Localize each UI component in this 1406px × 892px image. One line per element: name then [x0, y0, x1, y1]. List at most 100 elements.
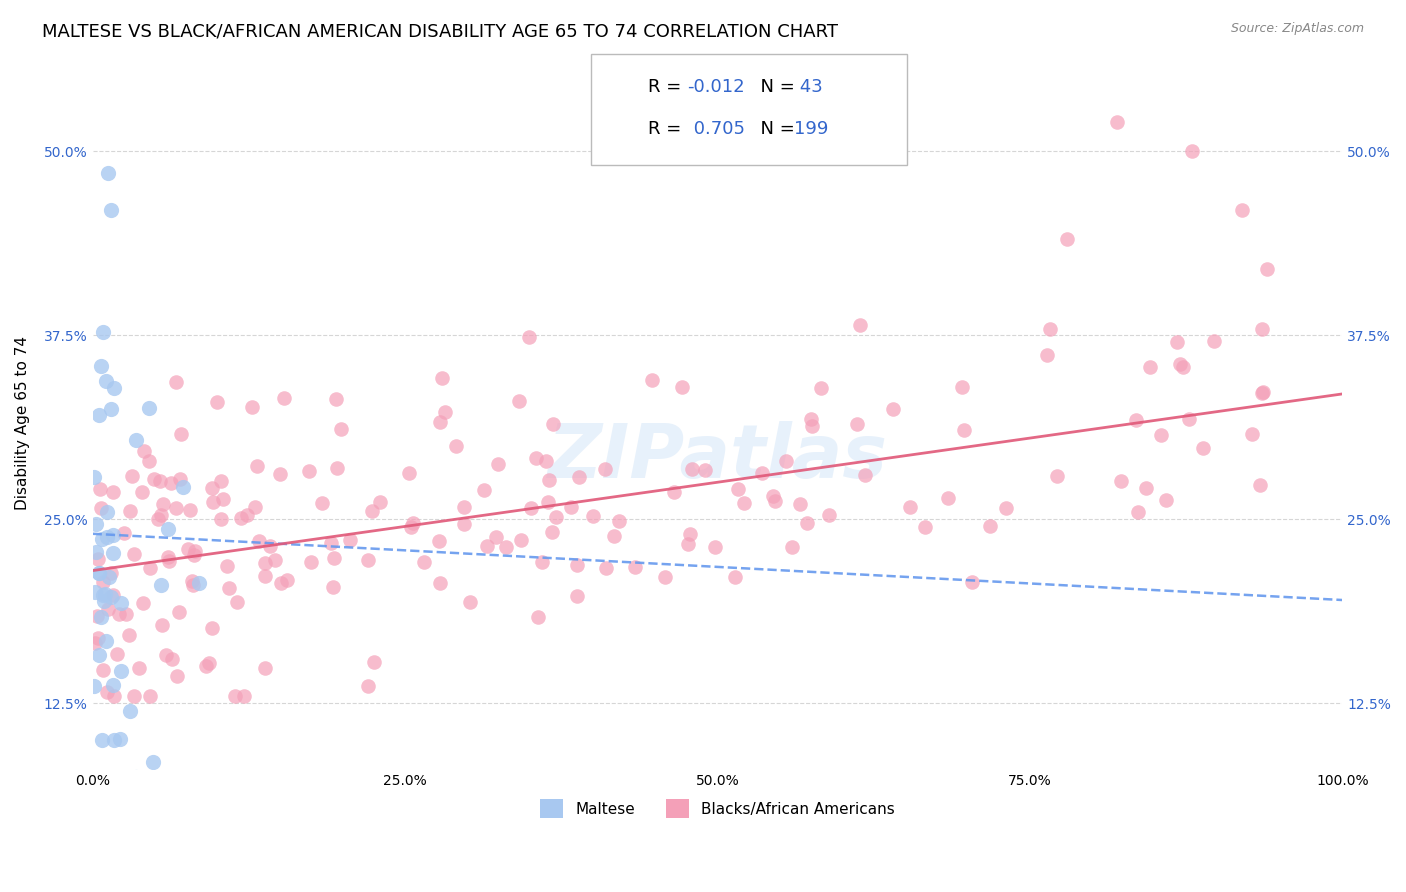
Point	[430, 371, 453, 385]
Point	[160, 475, 183, 490]
Point	[531, 555, 554, 569]
Point	[169, 472, 191, 486]
Point	[259, 539, 281, 553]
Point	[429, 575, 451, 590]
Point	[165, 500, 187, 515]
Point	[301, 555, 323, 569]
Point	[538, 473, 561, 487]
Point	[453, 500, 475, 514]
Point	[209, 474, 232, 488]
Point	[247, 533, 270, 548]
Point	[1232, 202, 1254, 217]
Point	[87, 648, 110, 662]
Point	[236, 508, 259, 523]
Point	[429, 415, 451, 429]
Point	[541, 417, 564, 431]
Point	[1168, 357, 1191, 371]
Point	[325, 460, 347, 475]
Point	[87, 566, 110, 581]
Point	[775, 454, 797, 468]
Point	[179, 503, 201, 517]
Point	[96, 685, 118, 699]
Point	[209, 512, 232, 526]
Point	[681, 462, 703, 476]
Point	[676, 537, 699, 551]
Point	[517, 330, 540, 344]
Point	[1192, 441, 1215, 455]
Point	[560, 500, 582, 515]
Point	[87, 408, 110, 422]
Point	[1107, 114, 1129, 128]
Point	[131, 485, 153, 500]
Point	[1045, 468, 1067, 483]
Point	[782, 540, 804, 554]
Point	[218, 582, 240, 596]
Point	[110, 596, 132, 610]
Point	[936, 491, 959, 505]
Point	[89, 566, 111, 580]
Point	[90, 610, 112, 624]
Point	[194, 659, 217, 673]
Point	[458, 595, 481, 609]
Point	[427, 534, 450, 549]
Point	[472, 483, 495, 497]
Point	[1178, 412, 1201, 426]
Point	[157, 554, 180, 568]
Text: ZIPatlas: ZIPatlas	[547, 421, 887, 494]
Point	[485, 530, 508, 544]
Point	[818, 508, 841, 523]
Point	[98, 570, 121, 584]
Point	[97, 166, 120, 180]
Point	[118, 628, 141, 642]
Point	[311, 496, 333, 510]
Point	[1251, 322, 1274, 336]
Point	[1125, 413, 1147, 427]
Point	[1171, 360, 1194, 375]
Point	[108, 607, 131, 622]
Point	[253, 569, 276, 583]
Point	[103, 546, 125, 560]
Point	[848, 318, 870, 332]
Point	[541, 525, 564, 540]
Point	[330, 422, 353, 436]
Point	[87, 632, 110, 646]
Point	[166, 668, 188, 682]
Point	[152, 497, 174, 511]
Point	[544, 510, 567, 524]
Point	[149, 508, 172, 523]
Text: Source: ZipAtlas.com: Source: ZipAtlas.com	[1230, 22, 1364, 36]
Point	[950, 380, 973, 394]
Point	[1056, 232, 1078, 246]
Point	[89, 482, 111, 496]
Point	[1249, 477, 1271, 491]
Point	[115, 607, 138, 621]
Point	[229, 511, 252, 525]
Point	[90, 359, 112, 374]
Point	[269, 467, 291, 482]
Point	[143, 472, 166, 486]
Point	[142, 755, 165, 769]
Point	[112, 525, 135, 540]
Point	[138, 454, 160, 468]
Point	[162, 652, 184, 666]
Point	[671, 379, 693, 393]
Point	[727, 482, 749, 496]
Text: N =: N =	[749, 78, 801, 95]
Text: 199: 199	[794, 120, 828, 138]
Point	[582, 508, 605, 523]
Point	[84, 516, 107, 531]
Point	[368, 495, 391, 509]
Point	[853, 467, 876, 482]
Point	[763, 493, 786, 508]
Point	[565, 558, 588, 572]
Point	[90, 501, 112, 516]
Point	[120, 503, 142, 517]
Point	[325, 392, 347, 407]
Point	[357, 679, 380, 693]
Point	[96, 530, 118, 544]
Point	[157, 550, 180, 565]
Point	[399, 519, 422, 533]
Text: MALTESE VS BLACK/AFRICAN AMERICAN DISABILITY AGE 65 TO 74 CORRELATION CHART: MALTESE VS BLACK/AFRICAN AMERICAN DISABI…	[42, 22, 838, 40]
Point	[107, 647, 129, 661]
Point	[361, 503, 384, 517]
